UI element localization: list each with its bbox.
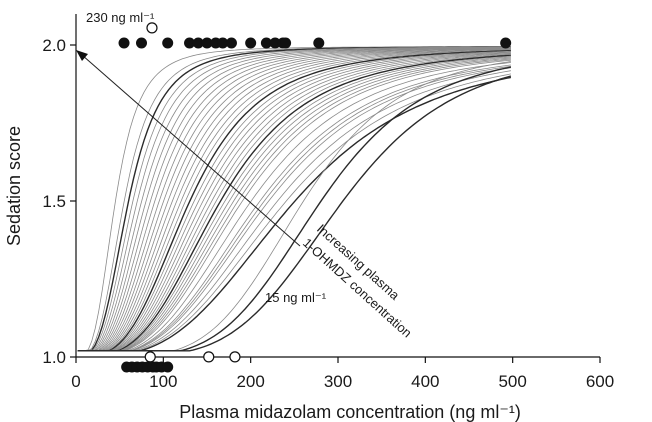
trend-arrow-line bbox=[81, 54, 301, 247]
response-curve bbox=[77, 52, 511, 352]
x-tick-label: 500 bbox=[498, 372, 526, 391]
y-tick-label: 1.5 bbox=[42, 192, 66, 211]
response-curve bbox=[77, 67, 511, 352]
annotation-15: 15 ng ml⁻¹ bbox=[265, 290, 327, 305]
response-curve bbox=[77, 59, 511, 352]
y-axis-title: Sedation score bbox=[4, 126, 24, 246]
filled-point bbox=[118, 37, 130, 49]
x-tick-label: 200 bbox=[236, 372, 264, 391]
y-tick-label: 1.0 bbox=[42, 348, 66, 367]
filled-point bbox=[280, 37, 292, 49]
response-curve bbox=[77, 47, 511, 352]
trend-arrow-head bbox=[76, 50, 88, 61]
response-curve bbox=[77, 48, 511, 352]
filled-point bbox=[500, 37, 512, 49]
response-curve bbox=[77, 51, 511, 352]
open-point bbox=[229, 351, 241, 363]
x-axis-title: Plasma midazolam concentration (ng ml⁻¹) bbox=[179, 402, 521, 422]
response-curve bbox=[77, 47, 511, 352]
response-curve bbox=[77, 55, 511, 352]
response-curve bbox=[77, 53, 511, 352]
response-curve bbox=[77, 54, 511, 352]
filled-point bbox=[269, 37, 281, 49]
filled-point bbox=[162, 37, 174, 49]
response-curve bbox=[77, 76, 512, 352]
response-curve bbox=[77, 48, 511, 352]
open-point bbox=[203, 351, 215, 363]
points-group bbox=[118, 22, 512, 373]
filled-point bbox=[245, 37, 257, 49]
filled-point bbox=[260, 37, 272, 49]
response-curve bbox=[77, 48, 511, 352]
response-curve bbox=[77, 52, 511, 352]
response-curve bbox=[77, 73, 511, 352]
x-tick-label: 300 bbox=[324, 372, 352, 391]
response-curve bbox=[77, 75, 512, 352]
x-ticks-group: 0 100 200 300 400 500 600 bbox=[71, 357, 614, 391]
annotation-230: 230 ng ml⁻¹ bbox=[86, 10, 155, 25]
filled-point bbox=[313, 37, 325, 49]
response-curve bbox=[77, 58, 511, 352]
response-curve bbox=[77, 49, 511, 352]
response-curve bbox=[77, 49, 511, 352]
open-point bbox=[146, 22, 158, 34]
filled-point bbox=[225, 37, 237, 49]
filled-point bbox=[184, 37, 196, 49]
response-curve bbox=[77, 62, 511, 352]
response-curve bbox=[77, 56, 511, 352]
filled-point bbox=[201, 37, 213, 49]
response-curve bbox=[77, 70, 511, 352]
curves-group bbox=[77, 46, 512, 352]
response-curve bbox=[77, 50, 511, 352]
y-tick-label: 2.0 bbox=[42, 36, 66, 55]
open-point bbox=[144, 351, 156, 363]
response-curve bbox=[77, 65, 511, 352]
filled-point bbox=[192, 37, 204, 49]
response-curve bbox=[77, 49, 511, 352]
response-curve bbox=[77, 57, 511, 352]
x-tick-label: 100 bbox=[149, 372, 177, 391]
x-tick-label: 400 bbox=[411, 372, 439, 391]
filled-point bbox=[217, 37, 229, 49]
response-curve bbox=[77, 64, 511, 352]
filled-point bbox=[162, 361, 174, 373]
x-tick-label: 0 bbox=[71, 372, 80, 391]
response-curve bbox=[77, 54, 511, 352]
response-curve bbox=[77, 50, 511, 352]
filled-point bbox=[136, 37, 147, 49]
response-curve bbox=[77, 61, 511, 352]
y-ticks-group: 1.0 1.5 2.0 bbox=[42, 36, 76, 367]
x-tick-label: 600 bbox=[586, 372, 614, 391]
